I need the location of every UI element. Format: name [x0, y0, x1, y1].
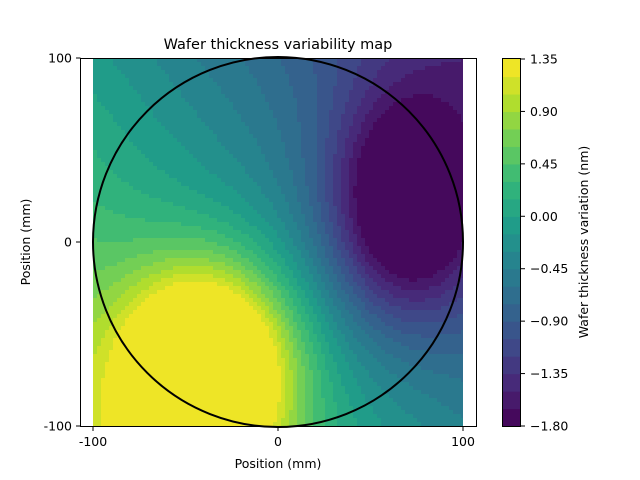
colorbar-band	[503, 128, 521, 147]
y-axis-label: Position (mm)	[18, 199, 33, 286]
y-tick-label: 0	[64, 235, 72, 250]
colorbar-tick-label: 0.00	[530, 209, 558, 224]
chart-title: Wafer thickness variability map	[164, 37, 393, 53]
colorbar-band	[503, 163, 521, 182]
colorbar-band	[503, 181, 521, 200]
colorbar-tick-label: −1.80	[530, 419, 568, 434]
colorbar-band	[503, 373, 521, 392]
colorbar-band	[503, 338, 521, 357]
colorbar-frame	[502, 58, 521, 427]
colorbar-band	[503, 76, 521, 95]
colorbar-label: Wafer thickness variation (nm)	[576, 146, 591, 339]
colorbar-tick-label: −0.45	[530, 261, 568, 276]
colorbar-band	[503, 233, 521, 252]
colorbar-band	[503, 216, 521, 235]
y-axis: -100 0 100	[44, 51, 81, 434]
x-tick-label: -100	[79, 434, 107, 449]
colorbar-tick-label: 0.90	[530, 104, 558, 119]
y-tick-label: -100	[44, 419, 72, 434]
x-axis-label: Position (mm)	[235, 456, 322, 471]
colorbar-tick-label: −1.35	[530, 366, 568, 381]
colorbar	[503, 59, 521, 427]
colorbar-band	[503, 198, 521, 217]
colorbar-tick-label: 1.35	[530, 52, 558, 67]
colorbar-band	[503, 146, 521, 165]
x-tick-label: 0	[274, 434, 282, 449]
colorbar-band	[503, 286, 521, 305]
colorbar-band	[503, 93, 521, 113]
x-axis: -100 0 100	[79, 426, 475, 449]
x-tick-label: 100	[451, 434, 475, 449]
y-tick-label: 100	[48, 51, 72, 66]
colorbar-band	[503, 391, 521, 410]
colorbar-band	[503, 59, 521, 78]
colorbar-axis: −1.80 −1.35 −0.90 −0.45 0.00 0.45 0.90 1.35	[520, 52, 568, 434]
colorbar-band	[503, 251, 521, 270]
colorbar-band	[503, 268, 521, 287]
colorbar-band	[503, 356, 521, 375]
colorbar-tick-label: 0.45	[530, 156, 558, 171]
colorbar-band	[503, 111, 521, 130]
contour-field	[93, 58, 463, 426]
colorbar-tick-label: −0.90	[530, 314, 568, 329]
colorbar-band	[503, 321, 521, 340]
colorbar-band	[503, 408, 521, 427]
colorbar-band	[503, 303, 521, 322]
